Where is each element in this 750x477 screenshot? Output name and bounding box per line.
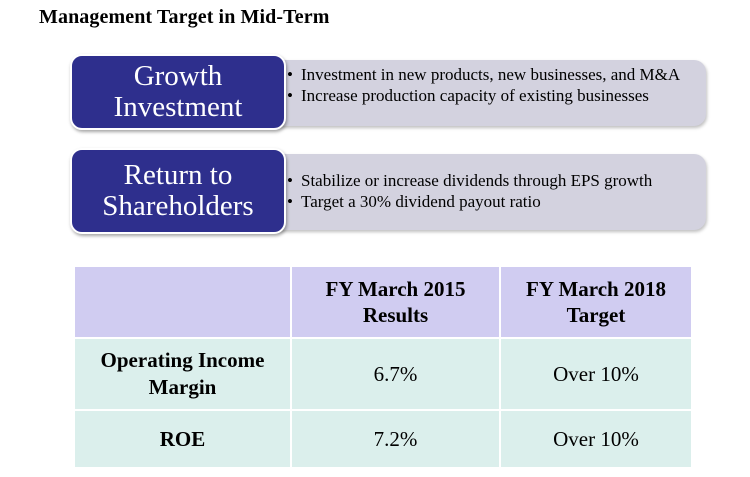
bullet-item: Target a 30% dividend payout ratio	[286, 193, 698, 212]
return-to-shareholders-label-line1: Return to	[123, 159, 233, 191]
table-header-fy2018: FY March 2018 Target	[499, 265, 693, 339]
page-title: Management Target in Mid-Term	[39, 6, 330, 28]
growth-investment-label-line1: Growth	[133, 60, 223, 92]
growth-investment-bullets: Investment in new products, new business…	[286, 66, 698, 108]
growth-investment-block: Growth Investment Investment in new prod…	[70, 54, 706, 130]
return-to-shareholders-label: Return to Shareholders	[70, 148, 286, 234]
header-fy2018-line1: FY March 2018	[526, 277, 666, 301]
header-fy2015-line1: FY March 2015	[325, 277, 466, 301]
growth-investment-label: Growth Investment	[70, 54, 286, 130]
cell-operating-margin-2018: Over 10%	[499, 337, 693, 411]
table-header-row: FY March 2015 Results FY March 2018 Targ…	[73, 265, 693, 339]
management-target-table: FY March 2015 Results FY March 2018 Targ…	[73, 265, 693, 469]
header-fy2018-line2: Target	[566, 303, 626, 327]
bullet-item: Increase production capacity of existing…	[286, 87, 698, 106]
table-row: Operating Income Margin 6.7% Over 10%	[73, 337, 693, 411]
growth-investment-label-line2: Investment	[113, 91, 243, 123]
table-header-corner	[73, 265, 292, 339]
return-to-shareholders-label-line2: Shareholders	[102, 190, 254, 222]
row-label-line1: Operating Income	[100, 348, 265, 372]
table-row: ROE 7.2% Over 10%	[73, 409, 693, 469]
header-fy2015-line2: Results	[362, 303, 429, 327]
cell-roe-2018: Over 10%	[499, 409, 693, 469]
bullet-item: Stabilize or increase dividends through …	[286, 172, 698, 191]
row-label-operating-income-margin: Operating Income Margin	[73, 337, 292, 411]
row-label-line2: Margin	[148, 375, 217, 399]
bullet-item: Investment in new products, new business…	[286, 66, 698, 85]
cell-roe-2015: 7.2%	[290, 409, 501, 469]
cell-operating-margin-2015: 6.7%	[290, 337, 501, 411]
return-to-shareholders-bullets: Stabilize or increase dividends through …	[286, 172, 698, 214]
row-label-roe: ROE	[73, 409, 292, 469]
return-to-shareholders-block: Return to Shareholders Stabilize or incr…	[70, 148, 706, 234]
table-header-fy2015: FY March 2015 Results	[290, 265, 501, 339]
